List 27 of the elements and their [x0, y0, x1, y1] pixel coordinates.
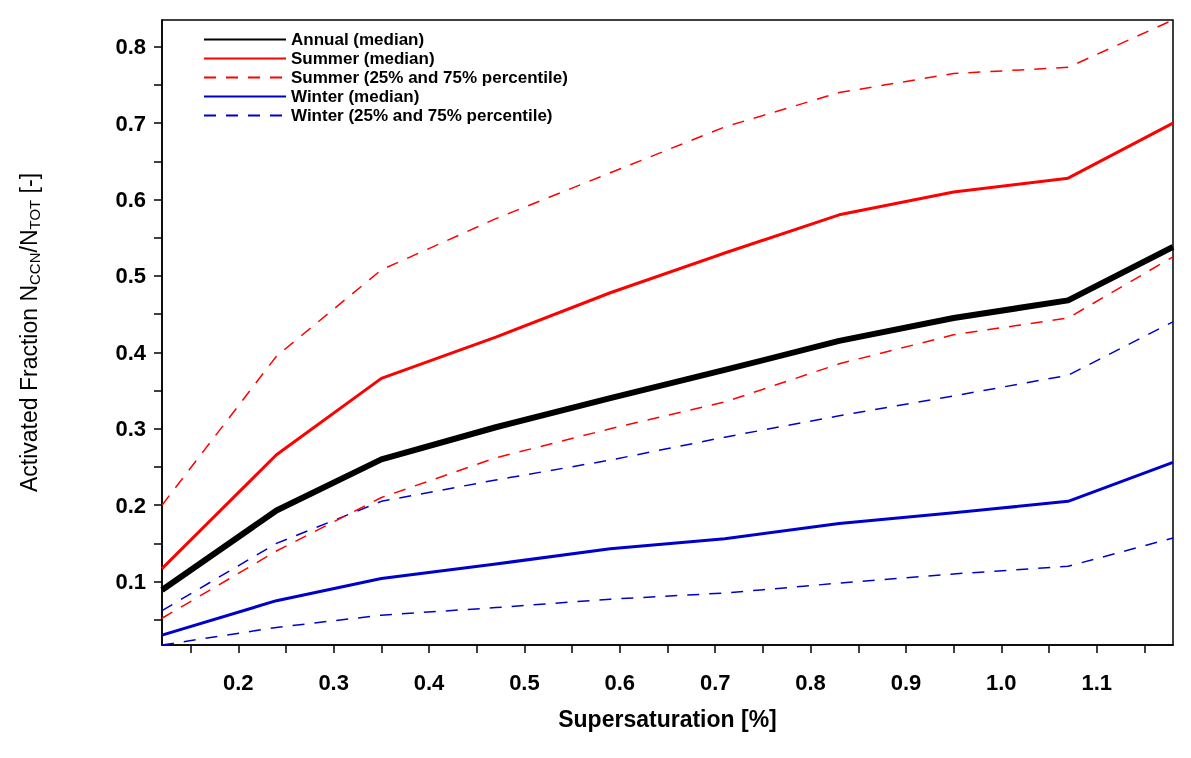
line-series	[161, 321, 1174, 612]
x-tick-label: 0.4	[413, 669, 446, 695]
legend-label: Summer (25% and 75% percentile)	[291, 68, 568, 87]
legend-label: Winter (median)	[291, 87, 420, 106]
legend-label: Annual (median)	[291, 30, 425, 49]
line-series	[160, 460, 1175, 637]
legend-label: Summer (median)	[291, 49, 435, 68]
x-tick-label: 0.3	[318, 669, 349, 695]
y-tick-label: 0.3	[115, 416, 146, 442]
y-tick-label: 0.1	[115, 569, 146, 595]
x-tick-label: 0.7	[699, 669, 731, 695]
x-tick-label: 1.1	[1081, 669, 1112, 695]
y-axis-title: Activated Fraction NCCN/NTOT [-]	[15, 172, 43, 493]
y-tick-label: 0.4	[115, 339, 147, 365]
x-tick-label: 0.8	[795, 669, 826, 695]
x-tick-label: 0.5	[509, 669, 540, 695]
y-tick-label: 0.6	[115, 187, 146, 213]
y-tick-label: 0.8	[115, 34, 146, 60]
y-tick-label: 0.7	[115, 110, 146, 136]
x-tick-label: 0.2	[223, 669, 254, 695]
x-tick-label: 0.9	[890, 669, 922, 695]
y-tick-label: 0.2	[115, 492, 146, 518]
x-axis-title: Supersaturation [%]	[558, 705, 777, 732]
y-tick-label: 0.5	[115, 263, 146, 289]
x-tick-label: 0.6	[604, 669, 636, 695]
legend-label: Winter (25% and 75% percentile)	[291, 106, 553, 125]
text: 1.0	[986, 669, 1017, 695]
